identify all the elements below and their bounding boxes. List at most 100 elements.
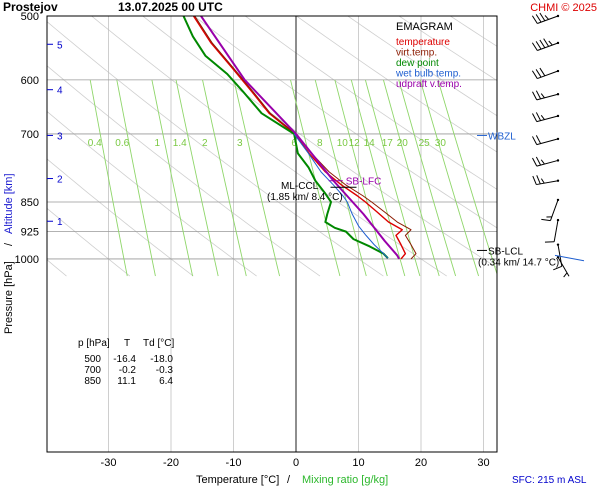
- pressure-tick-label: 700: [21, 129, 39, 141]
- dry-adiabat: [47, 110, 257, 277]
- barb-origin: [556, 179, 560, 182]
- altitude-tick-label: 5: [57, 40, 63, 51]
- legend-entry: dew point: [396, 58, 439, 69]
- barb-feather-full: [535, 41, 542, 50]
- table-header-t: T: [124, 338, 130, 349]
- barb-feather-full: [539, 39, 546, 49]
- sb-lcl-detail: (0.34 km/ 14.7 °C): [478, 257, 559, 268]
- wind-barb: [541, 198, 560, 222]
- barb-feather-full: [553, 265, 563, 271]
- barb-feather-full: [532, 113, 538, 122]
- x-axis-separator: /: [287, 474, 291, 486]
- barb-feather-full: [539, 12, 546, 22]
- legend-entry: virt.temp.: [396, 48, 437, 59]
- barb-feather-half: [540, 159, 545, 165]
- mixing-ratio-label: 3: [237, 138, 243, 149]
- mixing-ratio-labels: 0.4 0.6 1 1.4 2 3 6 8 10 12 14 17 20 25 30: [88, 138, 447, 149]
- table-cell: 6.4: [159, 376, 173, 387]
- surface-wind-arrow: [554, 254, 585, 262]
- mixing-ratio-line: [290, 79, 341, 277]
- legend-entry: wet bulb temp.: [395, 69, 461, 80]
- barb-feather-half: [563, 272, 568, 278]
- barb-feather-full: [535, 135, 542, 144]
- mixing-ratio-line: [233, 79, 281, 277]
- barb-feather-full: [541, 218, 551, 222]
- mixing-ratio-line: [419, 79, 480, 277]
- table-cell: -16.4: [113, 354, 136, 365]
- mixing-ratio-label: 30: [435, 138, 447, 149]
- barb-feather-full: [535, 69, 542, 78]
- wind-barb: [544, 218, 560, 243]
- series-udpraft-v-temp: [200, 16, 401, 260]
- dry-adiabat: [47, 21, 384, 277]
- barb-feather-half: [540, 114, 545, 120]
- barb-feather-full: [543, 38, 550, 47]
- mixing-ratio-line: [151, 79, 194, 277]
- series-wet-bulb-temp: [293, 133, 389, 259]
- dry-adiabat: [347, 16, 497, 117]
- temperature-tick-label: -20: [163, 457, 179, 469]
- dry-adiabat: [193, 16, 497, 229]
- barb-feather-full: [532, 91, 538, 101]
- mixing-ratio-label: 8: [317, 138, 323, 149]
- pressure-tick-label: 500: [21, 11, 39, 23]
- table-cell: -18.0: [150, 354, 173, 365]
- barb-feather-full: [532, 175, 537, 185]
- mixing-ratio-label: 12: [349, 138, 361, 149]
- barb-feather-half: [548, 40, 553, 46]
- mixing-ratio-label: 25: [419, 138, 431, 149]
- mixing-ratio-line: [364, 79, 421, 277]
- y-axis-title-altitude: Altitude [km]: [3, 173, 15, 234]
- series-dew-point: [182, 16, 389, 259]
- dry-adiabat: [47, 65, 321, 277]
- mixing-ratio-line: [202, 79, 247, 277]
- wind-barb: [532, 135, 560, 146]
- barb-feather-full: [532, 157, 538, 167]
- barb-feather-full: [535, 112, 542, 121]
- value-table: p [hPa] T Td [°C] 500 -16.4 -18.0 700 -0…: [78, 338, 174, 387]
- table-cell: 700: [84, 365, 101, 376]
- credit-label: CHMI © 2025: [530, 2, 597, 14]
- table-header-p: p [hPa]: [78, 338, 110, 349]
- temperature-tick-label: -10: [226, 457, 242, 469]
- dry-adiabat: [398, 16, 497, 82]
- wind-barb: [531, 67, 560, 80]
- mixing-ratio-label: 0.6: [115, 138, 129, 149]
- pressure-tick-label: 600: [21, 75, 39, 87]
- altitude-tick-label: 4: [57, 86, 63, 97]
- barb-origin: [556, 198, 560, 202]
- sb-lfc-label: SB-LFC: [346, 177, 382, 188]
- altitude-tick-label: 2: [57, 175, 63, 186]
- mixing-ratio-line: [398, 79, 457, 277]
- table-cell: 11.1: [117, 376, 136, 387]
- mixing-ratio-label: 0.4: [88, 138, 102, 149]
- altitude-tick-label: 3: [57, 131, 63, 142]
- wind-barb-column: [531, 12, 585, 278]
- temperature-tick-label: 0: [293, 457, 299, 469]
- ml-ccl-label: ML-CCL: [281, 181, 319, 192]
- pressure-tick-label: 925: [21, 227, 39, 239]
- barb-feather-full: [536, 175, 541, 185]
- barb-origin: [556, 159, 560, 162]
- mixing-ratio-line: [437, 79, 497, 276]
- table-header-td: Td [°C]: [143, 338, 174, 349]
- wind-barb: [532, 112, 560, 123]
- mixing-ratio-label: 6: [291, 138, 297, 149]
- table-cell: 500: [84, 354, 101, 365]
- barb-origin: [556, 41, 560, 45]
- series-temperature: [192, 16, 407, 260]
- series-layer: [182, 16, 417, 260]
- barb-origin: [556, 137, 560, 141]
- dry-adiabat: [90, 16, 447, 277]
- wind-barb: [532, 175, 560, 186]
- wind-barb: [556, 255, 570, 278]
- mixing-ratio-line: [89, 79, 128, 277]
- plot-frame: [46, 15, 498, 453]
- barb-origin: [556, 69, 560, 73]
- temperature-tick-label: -30: [101, 457, 117, 469]
- temperature-tick-label: 30: [477, 457, 489, 469]
- barb-origin: [556, 14, 560, 18]
- datetime-label: 13.07.2025 00 UTC: [118, 0, 223, 14]
